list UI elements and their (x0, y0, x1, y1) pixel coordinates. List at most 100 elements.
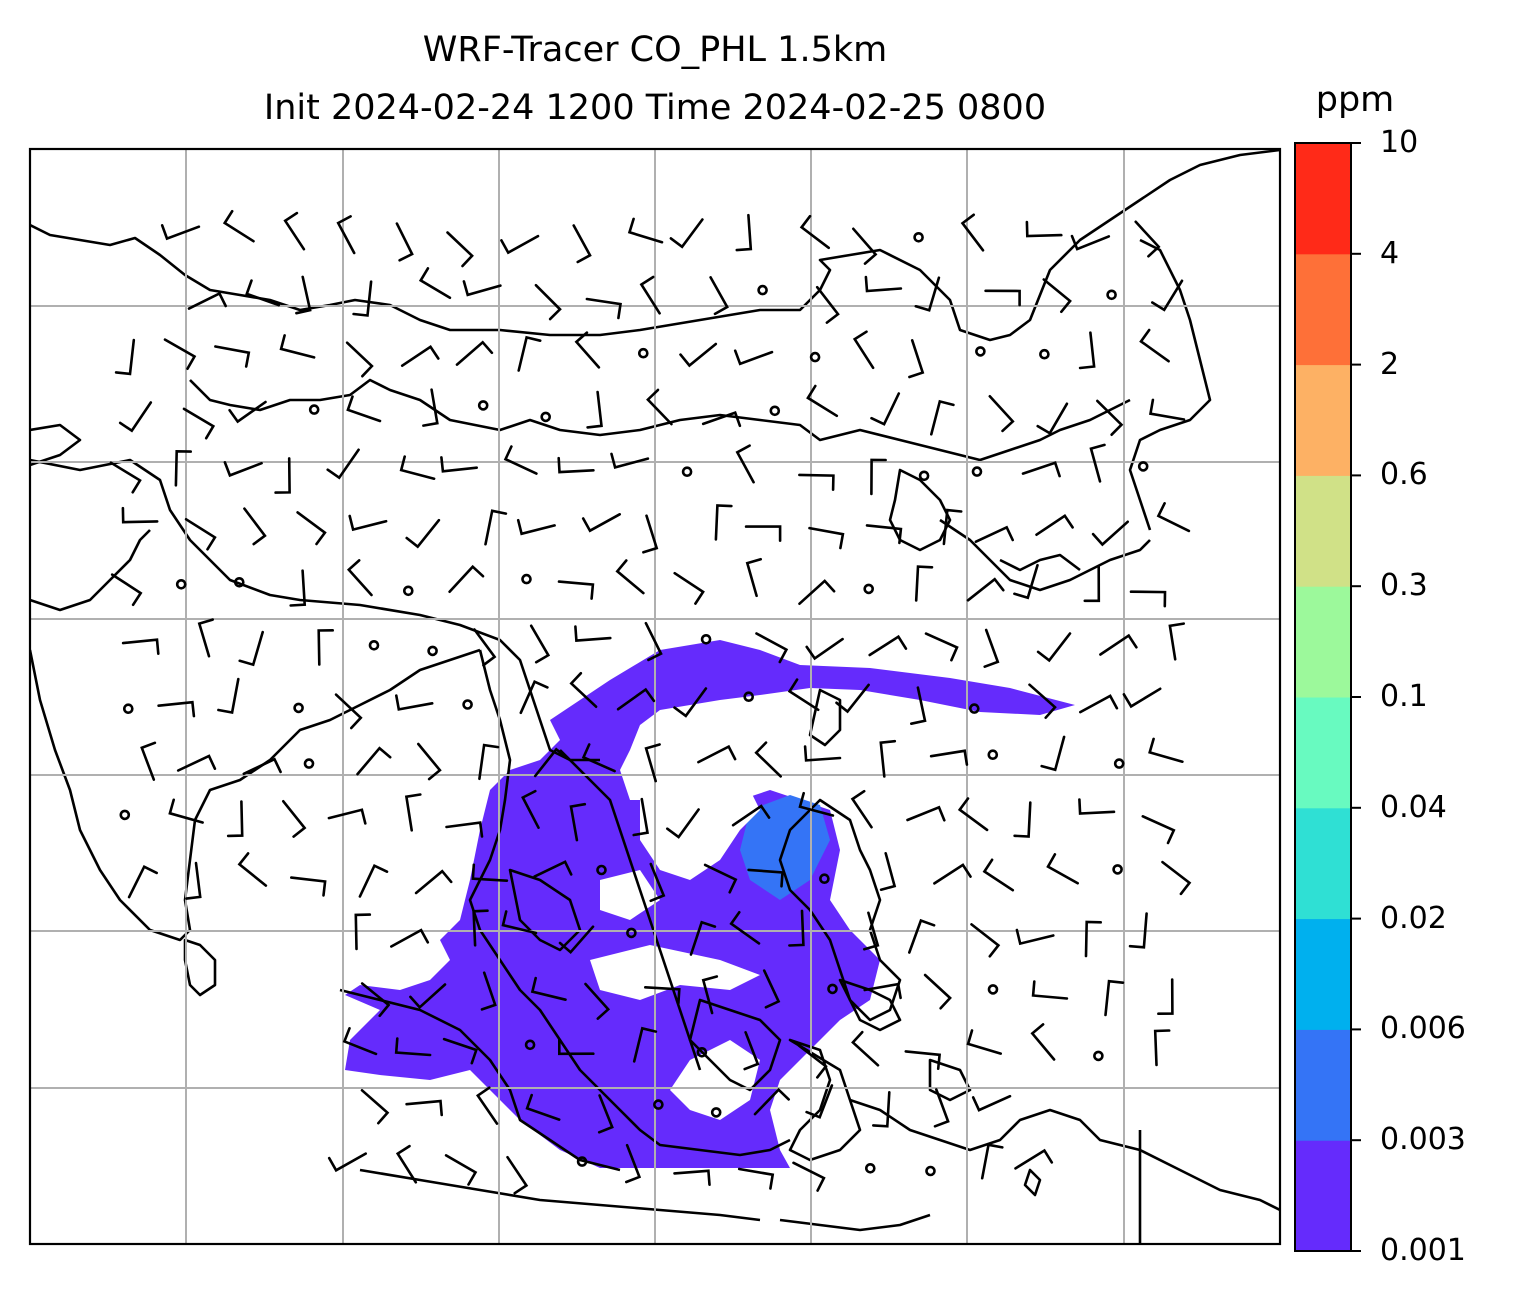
wind-barb (1025, 220, 1063, 238)
wind-barb (803, 745, 842, 762)
wind-barb (1013, 801, 1032, 838)
wind-barb (974, 525, 1014, 543)
wind-barb (1013, 563, 1039, 600)
calm-wind-marker (303, 758, 315, 769)
wind-barb (296, 511, 327, 546)
calm-wind-marker (119, 809, 131, 821)
wind-barb (557, 456, 595, 474)
wind-barb (395, 694, 434, 711)
wind-barb (348, 514, 388, 532)
wind-barb (217, 677, 240, 715)
colorbar-segment (1295, 1029, 1351, 1141)
map-frame (28, 147, 1282, 1246)
colorbar-segment (1295, 1140, 1351, 1252)
colorbar-segment (1295, 807, 1351, 920)
wind-barb (868, 634, 908, 657)
wind-barb (701, 975, 719, 1015)
wind-barb (279, 334, 316, 359)
wind-barb (352, 280, 373, 317)
wind-barb (525, 1093, 561, 1121)
wind-barb (1028, 683, 1057, 719)
wind-barb (1079, 694, 1119, 714)
wind-barb (360, 1089, 390, 1125)
colorbar-segment (1295, 586, 1351, 698)
wind-barb (1104, 979, 1125, 1017)
calm-wind-marker (402, 585, 414, 597)
wind-barb (627, 217, 664, 244)
wind-barb (289, 569, 307, 607)
wind-barb (1084, 920, 1102, 958)
wind-barb (980, 1143, 1004, 1180)
wind-barb (182, 407, 216, 440)
wind-barb (1128, 912, 1148, 949)
wind-barb (471, 863, 509, 882)
wind-barb (585, 297, 622, 320)
wind-barb (534, 283, 562, 321)
wind-barb (462, 280, 502, 297)
wind-barb (744, 525, 782, 542)
wind-barb (679, 342, 718, 368)
wind-barb (521, 789, 540, 829)
wind-barb (336, 215, 356, 255)
wind-barb (970, 923, 1001, 958)
wind-barb (1015, 928, 1055, 946)
wind-barb (1091, 520, 1129, 547)
wind-barb (395, 222, 414, 262)
wind-barb (484, 509, 508, 546)
wind-barb (574, 625, 612, 642)
wind-barb (1036, 402, 1069, 435)
calm-wind-marker (743, 691, 755, 703)
wind-barb (1083, 565, 1101, 603)
calm-wind-marker (696, 1047, 708, 1058)
colorbar-tick-label: 0.006 (1380, 1011, 1466, 1047)
wind-barb (1031, 980, 1069, 1000)
wind-barb (1036, 632, 1072, 663)
wind-barb (184, 518, 217, 551)
wind-barb (735, 444, 755, 484)
wind-barb (356, 746, 392, 776)
wind-barb (110, 573, 143, 607)
calm-wind-marker (123, 703, 134, 715)
wind-barb (283, 211, 306, 251)
wind-barb (632, 797, 649, 837)
wind-barb (168, 798, 204, 824)
wind-barb (327, 1152, 367, 1173)
wind-barb (754, 741, 782, 778)
wind-barb (1141, 815, 1176, 845)
wind-barb (1129, 590, 1167, 608)
gridlines (30, 149, 1280, 1244)
wind-barb (516, 518, 556, 536)
wind-barb (503, 445, 538, 475)
calm-wind-marker (368, 639, 380, 651)
wind-barb (597, 1094, 614, 1134)
wind-barb (923, 973, 952, 1010)
calm-wind-marker (827, 983, 838, 995)
wind-barb (798, 791, 835, 817)
wind-barb (360, 982, 391, 1018)
wind-barb (850, 789, 873, 829)
wind-barb (815, 285, 840, 324)
calm-wind-marker (913, 232, 924, 243)
colorbar-tick-label: 2 (1380, 346, 1400, 382)
wind-barb (731, 804, 771, 827)
wind-barb (222, 209, 255, 243)
wind-barb (118, 401, 153, 433)
calm-wind-marker (540, 411, 552, 423)
wind-barb (904, 1050, 942, 1070)
wind-barb (799, 214, 830, 250)
colorbar-unit: ppm (1315, 80, 1395, 120)
wind-barb (440, 456, 478, 473)
wind-barb (422, 388, 439, 427)
wind-barb (735, 213, 753, 252)
wind-barb (610, 452, 650, 469)
calm-wind-marker (637, 347, 649, 359)
wind-barb (238, 630, 264, 667)
wind-barb (870, 392, 901, 426)
wind-barb (586, 390, 603, 429)
wind-barb (755, 632, 789, 664)
wind-barb (245, 279, 281, 307)
colorbar-tick-label: 0.003 (1380, 1122, 1466, 1158)
wind-barb (1161, 860, 1192, 896)
colorbar-tick-label: 0.1 (1380, 679, 1428, 714)
wind-barb (908, 339, 925, 379)
